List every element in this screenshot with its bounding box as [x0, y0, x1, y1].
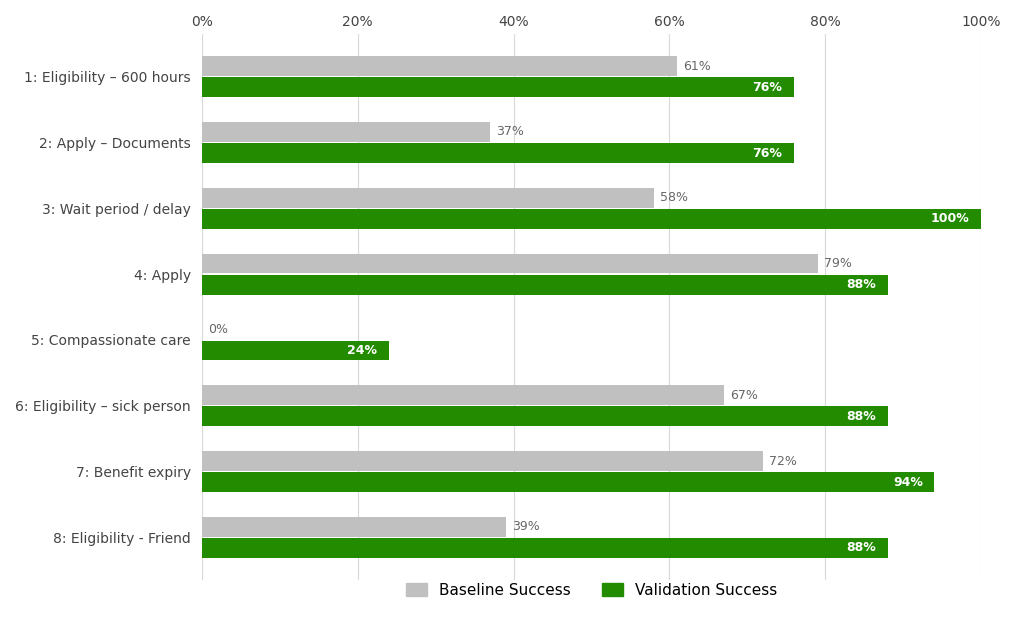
Bar [202, 77, 795, 97]
Text: 88%: 88% [846, 541, 876, 554]
Text: 24%: 24% [347, 344, 377, 357]
Bar [202, 209, 981, 229]
Text: 76%: 76% [753, 80, 782, 94]
Text: 39%: 39% [512, 520, 539, 534]
Text: 94%: 94% [893, 476, 923, 489]
Text: 88%: 88% [846, 410, 876, 423]
Legend: Baseline Success, Validation Success: Baseline Success, Validation Success [398, 575, 785, 605]
Text: 76%: 76% [753, 147, 782, 159]
Text: 58%: 58% [660, 191, 688, 204]
Bar [202, 143, 795, 163]
Text: 61%: 61% [684, 60, 711, 73]
Bar [202, 517, 506, 537]
Bar [202, 275, 888, 294]
Text: 0%: 0% [208, 323, 228, 336]
Bar [202, 122, 490, 142]
Text: 72%: 72% [769, 455, 798, 467]
Text: 79%: 79% [824, 257, 851, 270]
Bar [202, 472, 935, 492]
Bar [202, 538, 888, 558]
Bar [202, 56, 678, 76]
Text: 37%: 37% [497, 125, 524, 138]
Bar [202, 385, 724, 405]
Bar [202, 188, 654, 208]
Bar [202, 451, 763, 471]
Text: 88%: 88% [846, 278, 876, 291]
Bar [202, 406, 888, 426]
Text: 67%: 67% [731, 389, 758, 402]
Bar [202, 254, 818, 273]
Text: 100%: 100% [931, 212, 969, 225]
Bar [202, 341, 389, 360]
